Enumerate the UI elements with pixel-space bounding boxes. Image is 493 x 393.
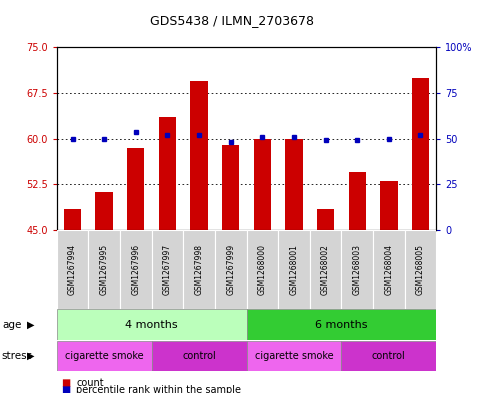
Bar	[190, 81, 208, 230]
Bar	[215, 230, 246, 309]
Text: GSM1268004: GSM1268004	[385, 244, 393, 295]
Bar	[57, 341, 152, 371]
Text: count: count	[76, 378, 104, 388]
Bar	[310, 230, 341, 309]
Text: GSM1268002: GSM1268002	[321, 244, 330, 295]
Text: cigarette smoke: cigarette smoke	[65, 351, 143, 361]
Text: 4 months: 4 months	[125, 320, 178, 330]
Bar	[246, 309, 436, 340]
Text: GSM1268000: GSM1268000	[258, 244, 267, 295]
Bar	[88, 230, 120, 309]
Bar	[159, 117, 176, 230]
Text: percentile rank within the sample: percentile rank within the sample	[76, 385, 242, 393]
Bar	[341, 341, 436, 371]
Bar	[341, 230, 373, 309]
Bar	[96, 192, 113, 230]
Text: ▶: ▶	[27, 351, 35, 361]
Bar	[253, 139, 271, 230]
Text: GSM1267995: GSM1267995	[100, 244, 108, 295]
Text: control: control	[372, 351, 406, 361]
Bar	[278, 230, 310, 309]
Text: GSM1267994: GSM1267994	[68, 244, 77, 295]
Bar	[380, 181, 397, 230]
Text: 6 months: 6 months	[315, 320, 368, 330]
Text: GSM1268003: GSM1268003	[352, 244, 362, 295]
Bar	[127, 148, 144, 230]
Text: GSM1267999: GSM1267999	[226, 244, 235, 295]
Bar	[64, 209, 81, 230]
Text: GSM1267996: GSM1267996	[131, 244, 141, 295]
Bar	[405, 230, 436, 309]
Bar	[349, 172, 366, 230]
Bar	[373, 230, 405, 309]
Text: GSM1268005: GSM1268005	[416, 244, 425, 295]
Bar	[57, 230, 88, 309]
Text: ■: ■	[62, 385, 71, 393]
Text: stress: stress	[1, 351, 33, 361]
Bar	[222, 145, 240, 230]
Text: GDS5438 / ILMN_2703678: GDS5438 / ILMN_2703678	[150, 14, 314, 27]
Bar	[57, 309, 246, 340]
Text: ▶: ▶	[27, 320, 35, 330]
Bar	[246, 230, 278, 309]
Text: age: age	[2, 320, 22, 330]
Bar	[152, 230, 183, 309]
Text: ■: ■	[62, 378, 71, 388]
Bar	[152, 341, 246, 371]
Text: GSM1268001: GSM1268001	[289, 244, 298, 295]
Bar	[285, 139, 303, 230]
Text: GSM1267998: GSM1267998	[195, 244, 204, 295]
Bar	[246, 341, 341, 371]
Bar	[412, 78, 429, 230]
Bar	[120, 230, 152, 309]
Text: GSM1267997: GSM1267997	[163, 244, 172, 295]
Text: cigarette smoke: cigarette smoke	[255, 351, 333, 361]
Text: control: control	[182, 351, 216, 361]
Bar	[183, 230, 215, 309]
Bar	[317, 209, 334, 230]
